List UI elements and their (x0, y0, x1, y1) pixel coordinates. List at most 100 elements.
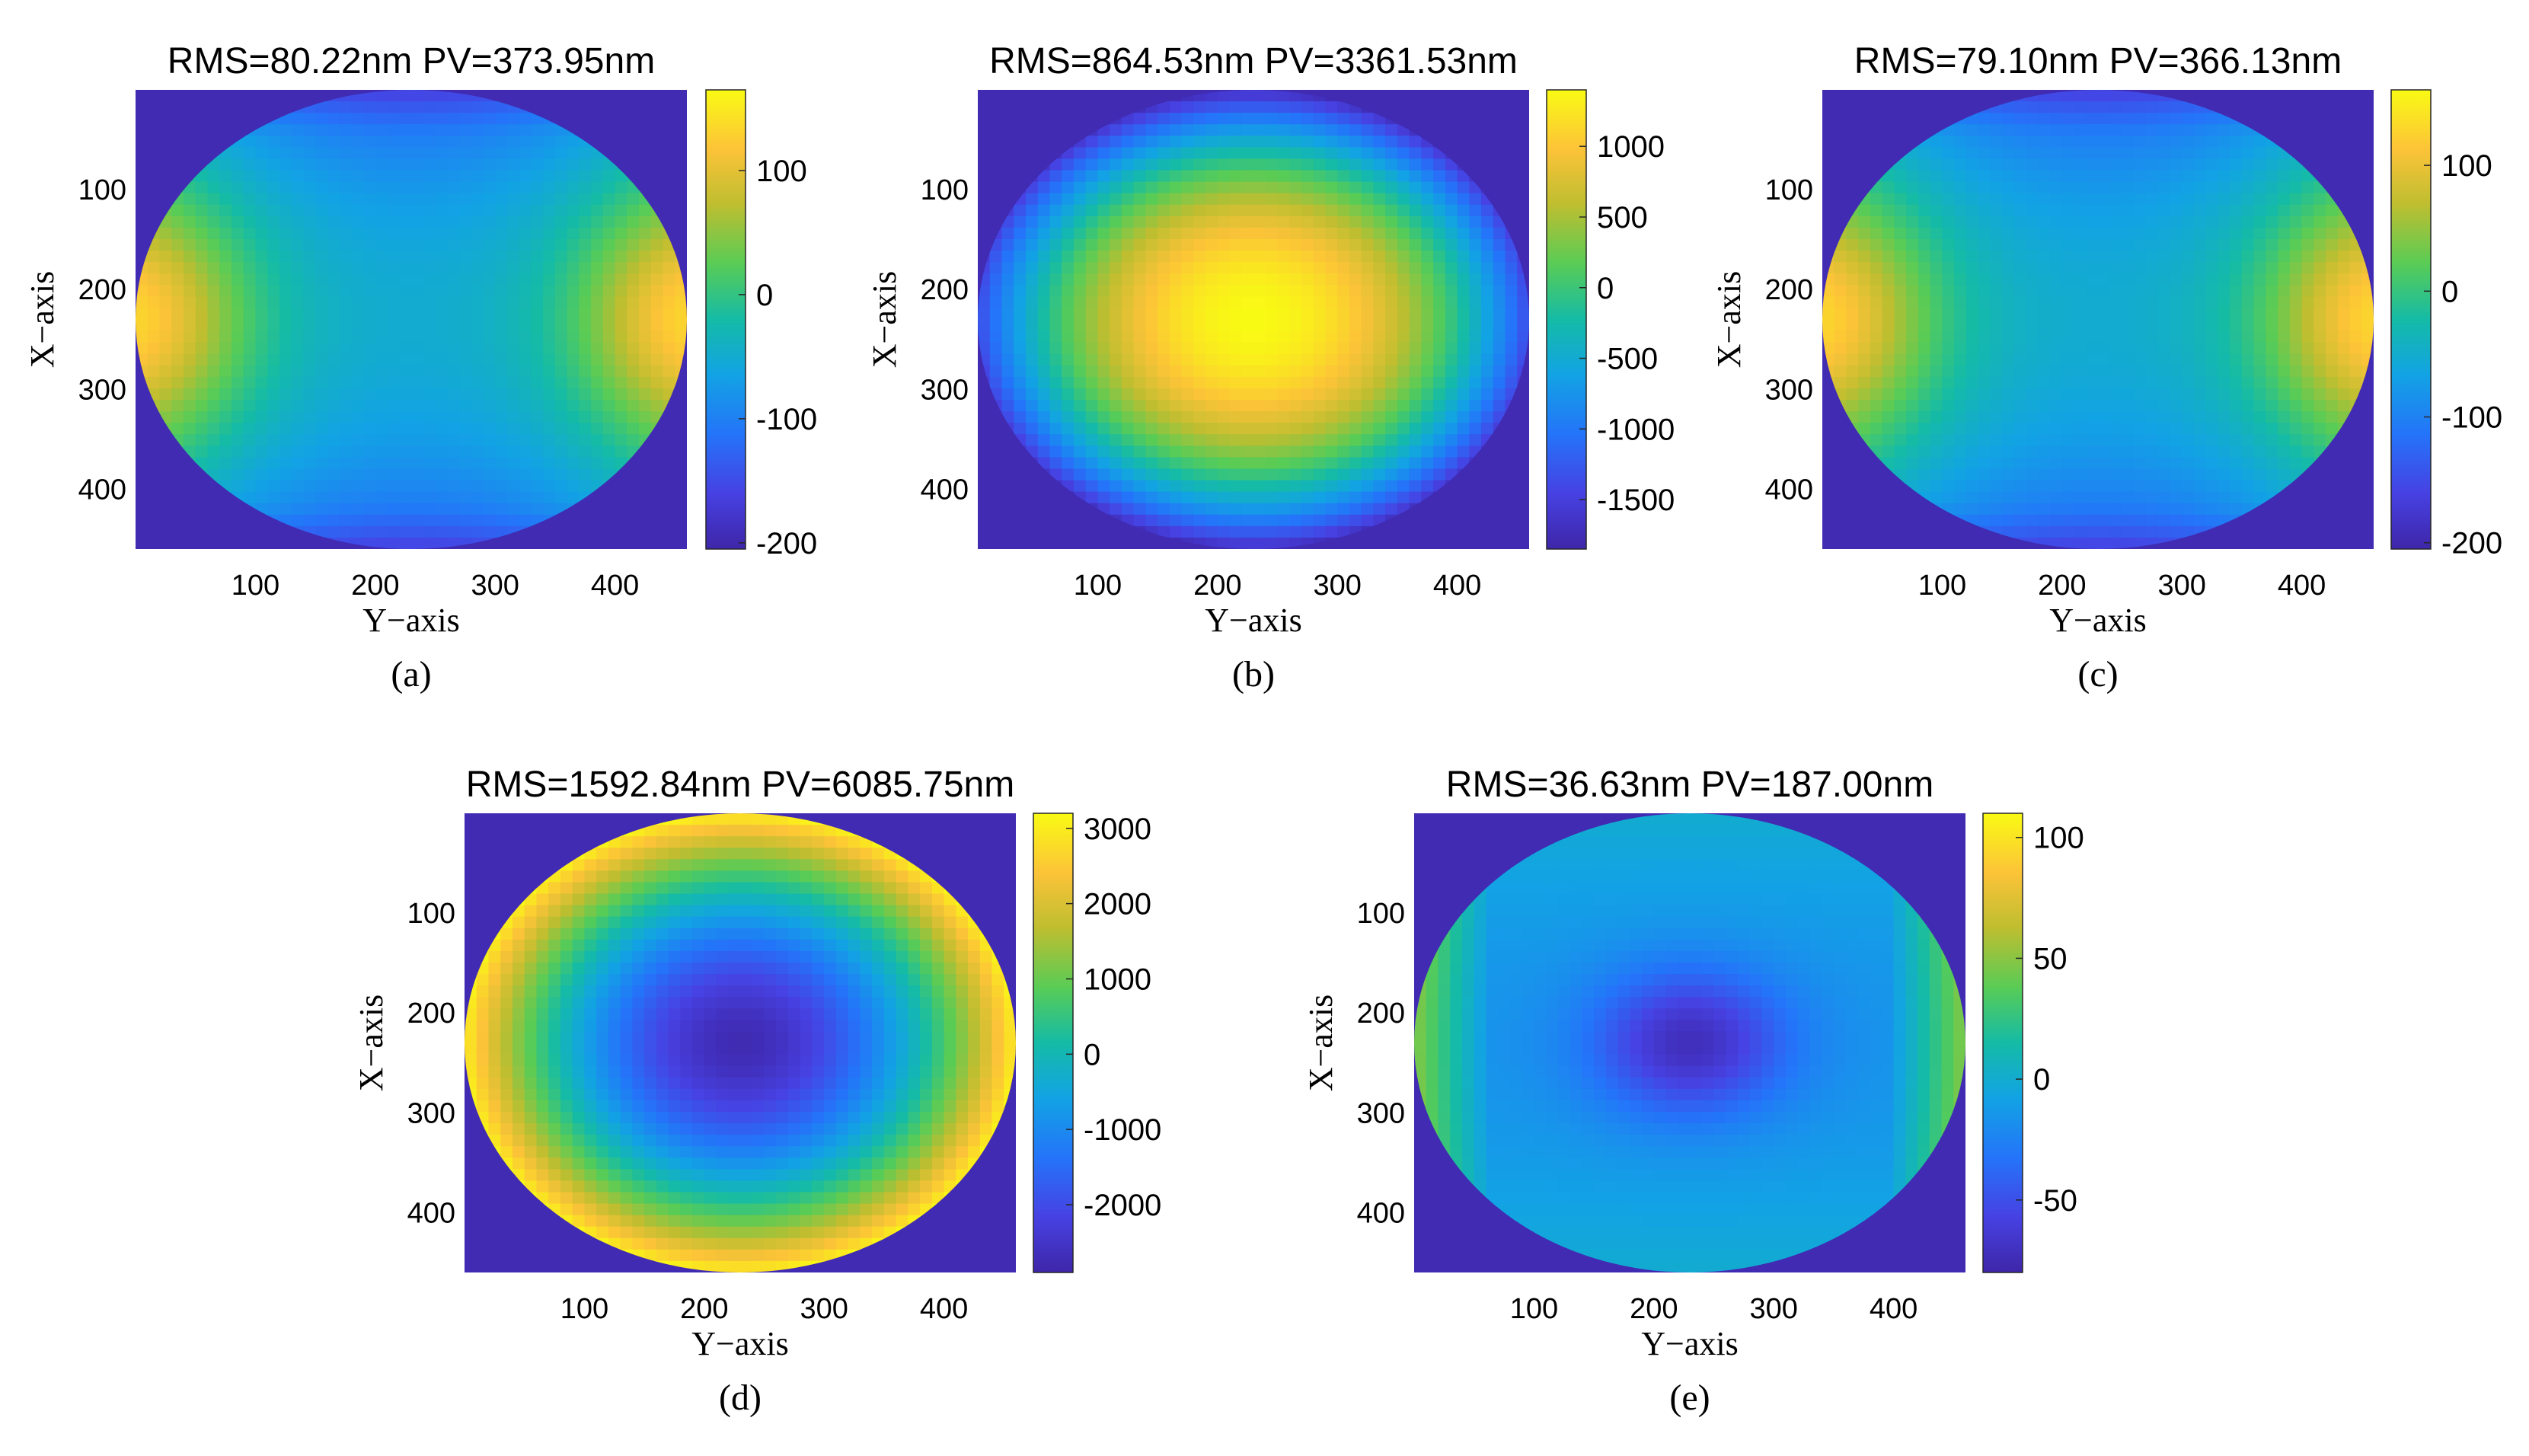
heatmap-cell (1241, 296, 1254, 309)
heatmap-cell (1133, 181, 1146, 194)
heatmap-cell (1277, 170, 1290, 183)
heatmap-cell (1373, 204, 1386, 217)
heatmap-cell (351, 434, 364, 446)
heatmap-cell (363, 423, 376, 435)
heatmap-cell (2145, 193, 2159, 206)
heatmap-cell (267, 411, 280, 423)
heatmap-cell (1349, 365, 1362, 378)
heatmap-cell (2098, 353, 2111, 366)
heatmap-cell (291, 204, 304, 217)
heatmap-cell (1289, 480, 1302, 493)
heatmap-cell (1158, 158, 1170, 171)
heatmap-cell (1110, 216, 1122, 228)
heatmap-cell (495, 365, 508, 378)
heatmap-cell (2038, 342, 2051, 355)
heatmap-cell (2361, 330, 2374, 343)
heatmap-surface (1822, 90, 2374, 549)
heatmap-cell (591, 308, 604, 321)
heatmap-cell (531, 170, 544, 183)
heatmap-cell (1930, 342, 1943, 355)
heatmap-cell (315, 388, 328, 401)
heatmap-cell (1169, 480, 1183, 493)
heatmap-cell (2337, 342, 2351, 355)
heatmap-cell (363, 503, 376, 516)
heatmap-cell (423, 262, 436, 274)
heatmap-cell (1241, 388, 1254, 401)
heatmap-cell (1930, 330, 1943, 343)
heatmap-cell (1037, 342, 1051, 355)
heatmap-cell (1445, 216, 1458, 228)
heatmap-cell (1097, 296, 1110, 309)
heatmap-cell (387, 388, 400, 401)
heatmap-cell (1990, 113, 2003, 125)
heatmap-cell (1942, 251, 1955, 263)
heatmap-cell (411, 400, 424, 412)
heatmap-cell (1158, 101, 1170, 113)
heatmap-cell (1325, 330, 1338, 343)
heatmap-cell (2301, 296, 2314, 309)
heatmap-cell (243, 319, 256, 332)
heatmap-cell (207, 319, 220, 332)
heatmap-cell (1025, 227, 1039, 240)
heatmap-cell (615, 388, 627, 401)
heatmap-cell (2074, 388, 2087, 401)
heatmap-cell (1229, 503, 1242, 516)
heatmap-cell (531, 273, 544, 286)
heatmap-cell (423, 537, 436, 549)
heatmap-cell (1241, 170, 1254, 183)
heatmap-cell (1110, 353, 1122, 366)
heatmap-cell (291, 376, 304, 389)
heatmap-cell (1049, 342, 1062, 355)
heatmap-cell (1277, 468, 1290, 481)
heatmap-cell (1193, 285, 1206, 297)
heatmap-cell (1253, 537, 1266, 549)
heatmap-cell (1421, 445, 1434, 458)
heatmap-cell (1918, 388, 1931, 401)
heatmap-cell (1014, 365, 1027, 378)
heatmap-cell (207, 376, 220, 389)
heatmap-cell (375, 170, 388, 183)
heatmap-cell (627, 353, 640, 366)
heatmap-cell (1229, 445, 1242, 458)
heatmap-cell (2182, 251, 2195, 263)
heatmap-cell (483, 319, 496, 332)
heatmap-cell (1894, 227, 1907, 240)
heatmap-cell (1289, 273, 1302, 286)
heatmap-cell (267, 308, 280, 321)
heatmap-cell (1145, 113, 1158, 125)
heatmap-cell (2157, 113, 2171, 125)
heatmap-cell (1037, 388, 1051, 401)
heatmap-cell (483, 400, 496, 412)
heatmap-cell (591, 158, 604, 171)
heatmap-cell (1870, 273, 1883, 286)
heatmap-cell (1822, 296, 1835, 309)
heatmap-cell (315, 273, 328, 286)
heatmap-cell (411, 124, 424, 136)
heatmap-cell (2038, 238, 2051, 251)
heatmap-cell (2218, 158, 2230, 171)
heatmap-cell (1110, 423, 1122, 435)
heatmap-cell (2122, 365, 2135, 378)
heatmap-cell (2026, 170, 2039, 183)
heatmap-cell (2050, 251, 2063, 263)
heatmap-cell (375, 308, 388, 321)
heatmap-cell (2050, 113, 2063, 125)
heatmap-cell (2301, 251, 2314, 263)
heatmap-cell (255, 400, 268, 412)
heatmap-cell (423, 90, 436, 102)
heatmap-cell (435, 170, 448, 183)
heatmap-cell (1337, 251, 1350, 263)
heatmap-cell (615, 445, 627, 458)
heatmap-cell (315, 147, 328, 160)
heatmap-cell (2134, 136, 2147, 148)
heatmap-cell (1954, 353, 1967, 366)
heatmap-cell (1241, 491, 1254, 504)
heatmap-cell (1241, 514, 1254, 527)
heatmap-cell (1229, 101, 1242, 113)
heatmap-cell (1062, 170, 1075, 183)
heatmap-cell (591, 170, 604, 183)
heatmap-cell (291, 285, 304, 297)
heatmap-cell (363, 296, 376, 309)
heatmap-cell (1277, 147, 1290, 160)
heatmap-cell (471, 423, 484, 435)
